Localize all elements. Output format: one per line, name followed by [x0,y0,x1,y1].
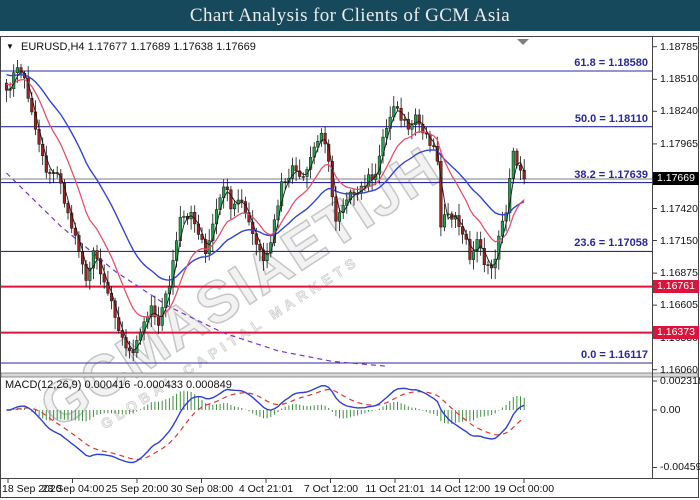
price-tick-label: 1.17420 [660,203,698,215]
moving-averages [6,70,525,352]
time-tick-label: 14 Oct 12:00 [429,483,491,495]
price-tick-label: 1.18240 [660,105,698,117]
resistance-price-badge: 1.16761 [653,280,699,293]
price-tick-label: 1.16060 [660,364,698,376]
ohlc-values: 1.17677 1.17689 1.17638 1.17669 [87,41,256,53]
price-tick-label: 1.18510 [660,73,698,85]
macd-tick-label: 0.002318 [660,375,700,387]
fibonacci-level-label: 38.2 = 1.17639 [574,169,648,181]
fibonacci-level-label: 61.8 = 1.18580 [574,57,648,69]
macd-tick-label: -0.004594 [660,461,700,473]
time-tick-label: 30 Sep 08:00 [170,483,234,495]
macd-values: 0.000416 -0.000433 0.000849 [84,379,232,391]
macd-tick-label: 0.00 [660,404,681,416]
time-tick-label: 4 Oct 21:01 [238,483,294,495]
support-price-badge: 1.16373 [653,326,699,339]
chart-frame-lines [0,36,699,498]
price-tick-label: 1.16605 [660,299,698,311]
macd-plot [6,384,525,464]
fibonacci-level-label: 50.0 = 1.18110 [574,113,648,125]
time-tick-label: 11 Oct 21:01 [365,483,425,495]
chart-shift-marker-icon[interactable] [517,39,529,45]
fibonacci-level-label: 0.0 = 1.16117 [581,349,648,361]
current-price-badge: 1.17669 [653,172,699,185]
symbol-dropdown-icon[interactable]: ▼ [6,42,14,51]
time-tick-label: 18 Sep 2020 [2,483,62,495]
price-tick-label: 1.18785 [660,41,698,53]
time-tick-label: 23 Sep 04:00 [41,483,105,495]
symbol-label: EURUSD,H4 [20,41,85,53]
price-tick-label: 1.16875 [660,267,698,279]
page-title: Chart Analysis for Clients of GCM Asia [189,4,511,26]
title-bar: Chart Analysis for Clients of GCM Asia [0,0,700,31]
time-tick-label: 25 Sep 20:00 [105,483,169,495]
time-tick-label: 19 Oct 00:00 [493,483,555,495]
price-tick-label: 1.17965 [660,138,698,150]
fibonacci-level-label: 23.6 = 1.17058 [574,237,648,249]
macd-label: MACD(12,26,9) [5,379,82,391]
macd-header: MACD(12,26,9) 0.000416 -0.000433 0.00084… [5,379,232,391]
time-tick-label: 7 Oct 12:00 [303,483,359,495]
symbol-header: ▼ EURUSD,H4 1.17677 1.17689 1.17638 1.17… [6,41,256,53]
price-tick-label: 1.17150 [660,235,698,247]
candlesticks [4,60,526,362]
